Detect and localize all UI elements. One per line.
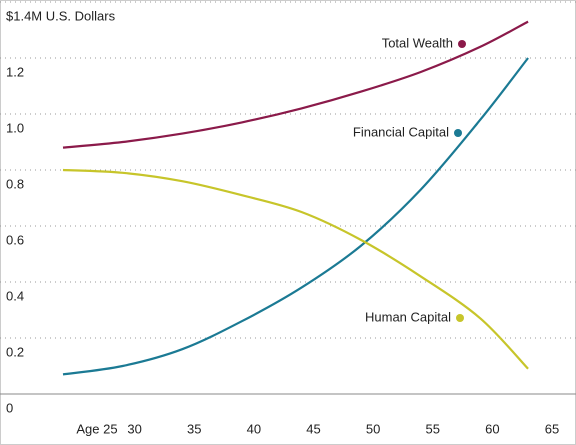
series-label: Financial Capital (353, 124, 449, 139)
series-label: Human Capital (365, 309, 451, 324)
x-tick-label: 50 (366, 421, 380, 436)
y-tick-label: $1.4M U.S. Dollars (6, 8, 116, 23)
x-tick-label: 60 (485, 421, 499, 436)
series-label: Total Wealth (382, 35, 453, 50)
x-tick-label: Age 25 (76, 421, 117, 436)
x-tick-label: 40 (247, 421, 261, 436)
y-tick-label: 0.2 (6, 344, 24, 359)
legend-dot (458, 40, 466, 48)
line (62, 168, 529, 370)
y-tick-label: 1.2 (6, 64, 24, 79)
x-tick-label: 45 (306, 421, 320, 436)
x-tick-label: 55 (426, 421, 440, 436)
line (62, 20, 529, 149)
y-tick-label: 1.0 (6, 120, 24, 135)
y-tick-label: 0.8 (6, 176, 24, 191)
legend-dot (456, 314, 464, 322)
line (62, 57, 529, 376)
y-tick-label: 0.4 (6, 288, 24, 303)
y-tick-label: 0 (6, 400, 13, 415)
x-tick-label: 65 (545, 421, 559, 436)
x-tick-label: 30 (127, 421, 141, 436)
y-tick-label: 0.6 (6, 232, 24, 247)
x-tick-label: 35 (187, 421, 201, 436)
legend-dot (454, 129, 462, 137)
